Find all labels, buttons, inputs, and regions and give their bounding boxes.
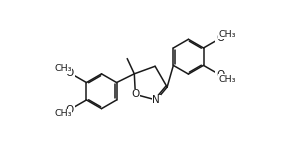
Text: O: O bbox=[131, 89, 140, 99]
Text: CH₃: CH₃ bbox=[218, 75, 236, 84]
Text: O: O bbox=[66, 105, 74, 115]
Text: CH₃: CH₃ bbox=[218, 30, 236, 39]
Text: CH₃: CH₃ bbox=[54, 109, 72, 118]
Text: CH₃: CH₃ bbox=[54, 64, 72, 73]
Text: O: O bbox=[216, 33, 224, 43]
Text: O: O bbox=[66, 68, 74, 78]
Text: O: O bbox=[216, 70, 224, 80]
Text: N: N bbox=[153, 95, 160, 105]
